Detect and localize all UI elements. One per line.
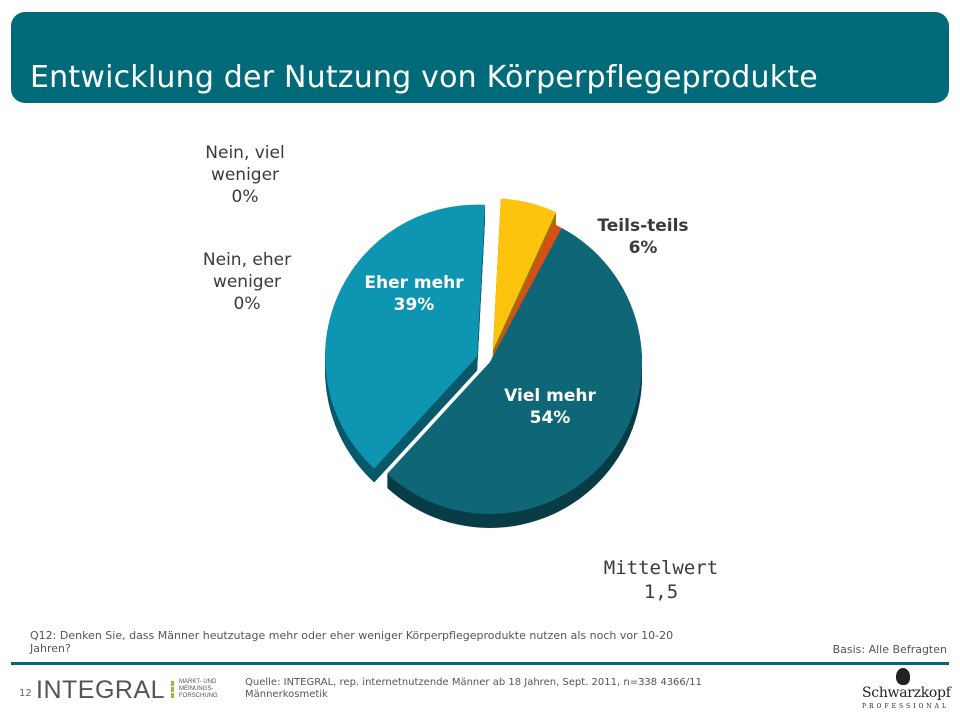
label-eher-mehr: Eher mehr 39% bbox=[364, 273, 464, 315]
pie-slice-viel-mehr bbox=[387, 228, 643, 529]
basis-text: Basis: Alle Befragten bbox=[832, 643, 947, 656]
schwarzkopf-logo: Schwarzkopf PROFESSIONAL bbox=[862, 668, 951, 714]
mean-label: Mittelwert bbox=[603, 557, 719, 579]
pie-slice-eher-mehr bbox=[325, 204, 486, 483]
pie-slice-top bbox=[492, 198, 557, 351]
label-nein-eher-weniger: Nein, eher weniger 0% bbox=[202, 250, 292, 314]
pie-slice-top bbox=[490, 223, 562, 362]
question-text: Q12: Denken Sie, dass Männer heutzutage … bbox=[30, 629, 674, 655]
page-title: Entwicklung der Nutzung von Körperpflege… bbox=[30, 60, 818, 95]
label-teils-teils: Teils-teils 6% bbox=[597, 216, 689, 258]
source-note: Quelle: INTEGRAL, rep. internetnutzende … bbox=[245, 677, 702, 700]
mean-number: 1,5 bbox=[643, 581, 679, 603]
label-nein-viel-weniger: Nein, viel weniger 0% bbox=[205, 143, 285, 207]
pie-slice-top bbox=[387, 228, 642, 514]
label-viel-mehr: Viel mehr 54% bbox=[504, 386, 596, 428]
title-bar: Entwicklung der Nutzung von Körperpflege… bbox=[11, 12, 949, 103]
footer-divider bbox=[11, 662, 949, 665]
integral-logo-mark bbox=[171, 681, 174, 699]
page-number: 12 bbox=[19, 688, 32, 699]
mean-value-box: Mittelwert 1,5 bbox=[594, 556, 728, 604]
pie-slice-top bbox=[325, 204, 486, 469]
integral-logo-subtitle: MARKT- UND MEINUNGS- FORSCHUNG bbox=[179, 679, 218, 699]
integral-logo: INTEGRAL bbox=[36, 676, 166, 704]
brand-head-icon bbox=[896, 668, 910, 685]
